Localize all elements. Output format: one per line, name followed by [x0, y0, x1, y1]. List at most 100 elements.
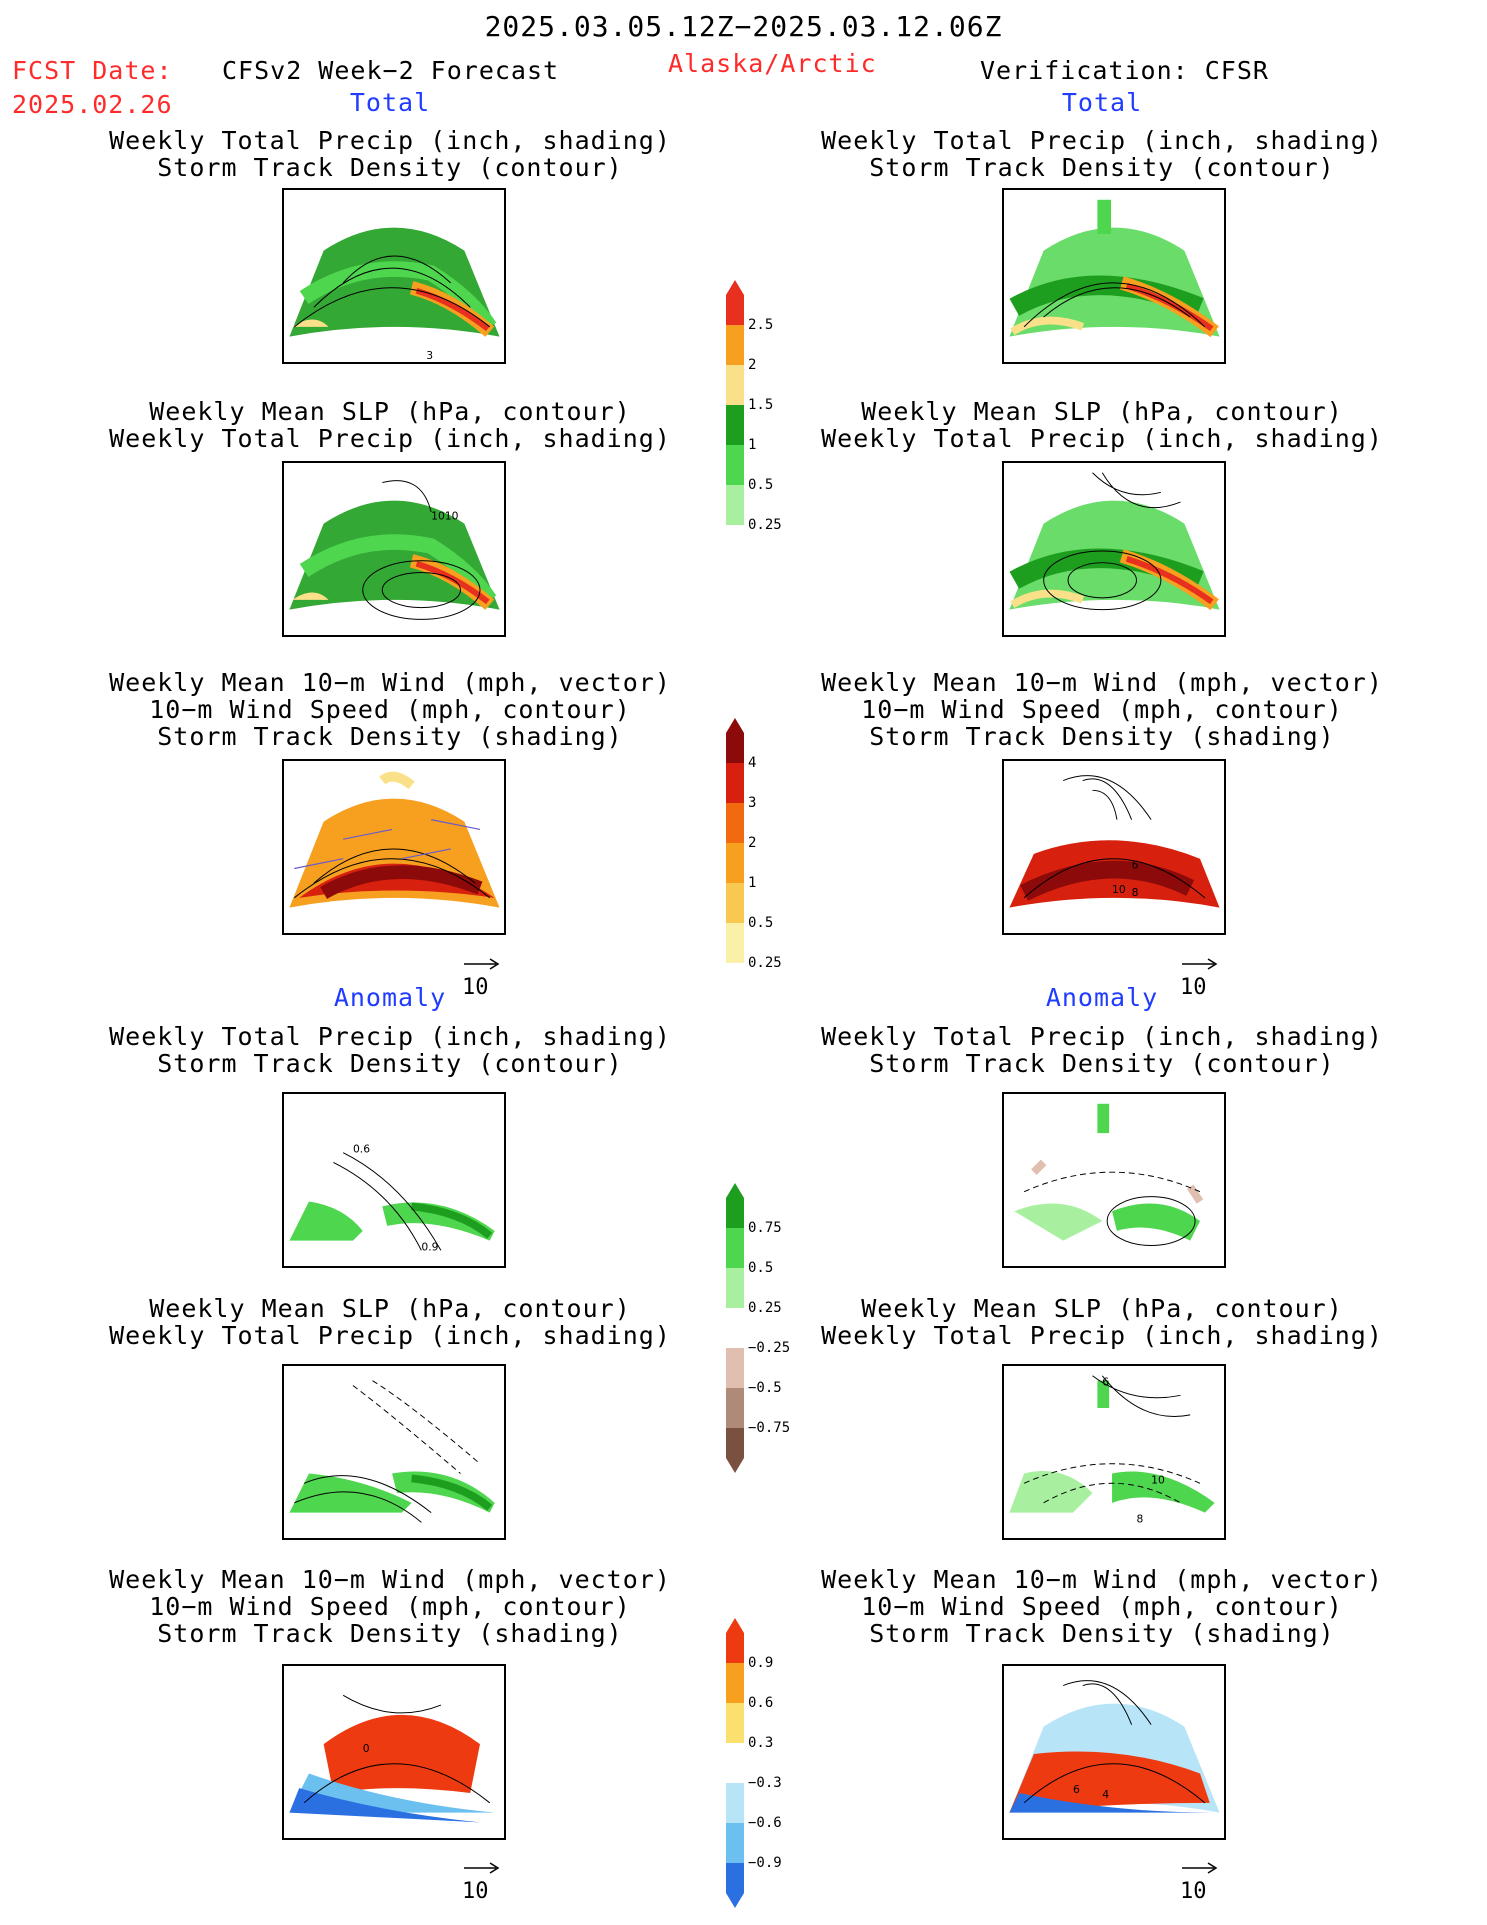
colorbar-tick-label: 0.9: [748, 1655, 774, 1671]
verification-title: Verification: CFSR: [980, 56, 1269, 85]
map-slp-precip-total-right: [1002, 461, 1226, 637]
vector-ref-anom-left: 10: [462, 1860, 502, 1904]
colorbar-tick-label: 0.25: [748, 1300, 782, 1316]
section-anomaly-left: Anomaly: [333, 983, 447, 1012]
map-slp-precip-anom-left: [282, 1364, 506, 1540]
vector-ref-total-left: 10: [462, 956, 502, 1000]
map-label: 0.6: [353, 1143, 370, 1156]
vector-ref-total-right: 10: [1180, 956, 1220, 1000]
colorbar-tick-label: −0.3: [748, 1775, 782, 1791]
model-title: CFSv2 Week−2 Forecast: [222, 56, 560, 85]
map-precip-storm-total-left: 3: [282, 188, 506, 364]
colorbar-segment: [726, 843, 744, 883]
colorbar-segment: [726, 1823, 744, 1863]
map-wind-storm-total-right: 6 10 8: [1002, 759, 1226, 935]
map-label: 6: [1102, 1376, 1109, 1389]
panel-title-slp-precip-anom-right: Weekly Mean SLP (hPa, contour) Weekly Tot…: [821, 1294, 1383, 1350]
vector-ref-label: 10: [1180, 975, 1207, 1000]
colorbar-segment: [726, 1183, 744, 1228]
colorbar-segment: [726, 1703, 744, 1743]
colorbar-tick-label: 0.75: [748, 1220, 782, 1236]
colorbar-tick-label: −0.6: [748, 1815, 782, 1831]
vector-ref-label: 10: [1180, 1879, 1207, 1904]
vector-ref-label: 10: [462, 1879, 489, 1904]
map-precip-storm-total-right: [1002, 188, 1226, 364]
panel-title-wind-storm-right: Weekly Mean 10−m Wind (mph, vector) 10−m …: [821, 668, 1383, 751]
panel-title-precip-storm-anom-right: Weekly Total Precip (inch, shading) Storm…: [821, 1022, 1383, 1078]
colorbar-tick-label: 0.5: [748, 477, 774, 493]
panel-title-wind-storm-anom-right: Weekly Mean 10−m Wind (mph, vector) 10−m …: [821, 1565, 1383, 1648]
colorbar-segment: [726, 1308, 744, 1348]
map-label: 1010: [431, 510, 459, 523]
colorbar-precip-total: 2.5 2 1.5 1 0.5 0.25: [724, 270, 782, 544]
colorbar-precip-anom: 0.75 0.5 0.25 −0.25 −0.5 −0.75: [724, 1173, 790, 1487]
vector-ref-label: 10: [462, 975, 489, 1000]
colorbar-tick-label: 0.6: [748, 1695, 774, 1711]
colorbar-tick-label: 3: [748, 795, 757, 811]
date-range-title: 2025.03.05.12Z−2025.03.12.06Z: [484, 10, 1003, 43]
colorbar-segment: [726, 1348, 744, 1388]
map-label: 8: [1132, 886, 1139, 899]
fcst-date-value: 2025.02.26: [12, 90, 173, 119]
colorbar-svg: [726, 1618, 744, 1908]
colorbar-tick-label: 0.25: [748, 517, 782, 533]
colorbar-tick-label: 4: [748, 755, 757, 771]
map-label: 8: [1136, 1512, 1143, 1525]
section-anomaly-right: Anomaly: [1045, 983, 1159, 1012]
map-wind-storm-total-left: [282, 759, 506, 935]
fcst-date-label: FCST Date:: [12, 56, 173, 85]
colorbar-tick-label: 0.3: [748, 1735, 774, 1751]
colorbar-tick-label: 0.5: [748, 915, 774, 931]
colorbar-segment: [726, 1663, 744, 1703]
colorbar-storm-anom: 0.9 0.6 0.3 −0.3 −0.6 −0.9: [724, 1608, 782, 1922]
colorbar-segment: [726, 1228, 744, 1268]
panel-title-wind-storm-anom-left: Weekly Mean 10−m Wind (mph, vector) 10−m …: [109, 1565, 671, 1648]
colorbar-tick-label: 1: [748, 437, 757, 453]
panel-title-precip-storm-anom-left: Weekly Total Precip (inch, shading) Storm…: [109, 1022, 671, 1078]
map-slp-precip-anom-right: 10 8 6: [1002, 1364, 1226, 1540]
panel-title-slp-precip-right: Weekly Mean SLP (hPa, contour) Weekly Tot…: [821, 397, 1383, 453]
colorbar-tick-label: −0.25: [748, 1340, 791, 1356]
colorbar-storm-total: 4 3 2 1 0.5 0.25: [724, 708, 782, 982]
colorbar-tick-label: 0.5: [748, 1260, 774, 1276]
colorbar-segment: [726, 923, 744, 963]
colorbar-segment: [726, 365, 744, 405]
colorbar-tick-label: 2: [748, 835, 757, 851]
colorbar-svg: [726, 1183, 744, 1473]
map-wind-storm-anom-right: 6 4: [1002, 1664, 1226, 1840]
colorbar-segment: [726, 325, 744, 365]
colorbar-tick-label: −0.5: [748, 1380, 782, 1396]
colorbar-segment: [726, 1268, 744, 1308]
colorbar-segment: [726, 1783, 744, 1823]
map-label: 4: [1102, 1788, 1109, 1801]
colorbar-segment: [726, 405, 744, 445]
map-precip-storm-anom-right: [1002, 1092, 1226, 1268]
colorbar-svg: [726, 718, 744, 963]
colorbar-segment: [726, 883, 744, 923]
colorbar-segment: [726, 1388, 744, 1428]
colorbar-tick-label: −0.75: [748, 1420, 791, 1436]
colorbar-tick-label: −0.9: [748, 1855, 782, 1871]
panel-title-slp-precip-left: Weekly Mean SLP (hPa, contour) Weekly Tot…: [109, 397, 671, 453]
colorbar-segment: [726, 803, 744, 843]
map-label: 0.9: [421, 1240, 438, 1253]
colorbar-tick-label: 1: [748, 875, 757, 891]
section-total-right: Total: [1061, 88, 1143, 117]
colorbar-segment: [726, 445, 744, 485]
map-label: 6: [1132, 859, 1139, 872]
panel-title-precip-storm-left: Weekly Total Precip (inch, shading) Storm…: [109, 126, 671, 182]
section-total-left: Total: [349, 88, 431, 117]
map-slp-precip-total-left: 1010: [282, 461, 506, 637]
vector-ref-anom-right: 10: [1180, 1860, 1220, 1904]
map-label: 3: [426, 349, 433, 362]
colorbar-segment: [726, 1428, 744, 1473]
colorbar-segment: [726, 485, 744, 525]
colorbar-tick-label: 1.5: [748, 397, 774, 413]
colorbar-tick-label: 2: [748, 357, 757, 373]
map-label: 10: [1151, 1473, 1165, 1486]
colorbar-tick-label: 0.25: [748, 955, 782, 971]
colorbar-segment: [726, 1863, 744, 1908]
colorbar-segment: [726, 1618, 744, 1663]
panel-title-slp-precip-anom-left: Weekly Mean SLP (hPa, contour) Weekly Tot…: [109, 1294, 671, 1350]
map-label: 10: [1112, 883, 1126, 896]
